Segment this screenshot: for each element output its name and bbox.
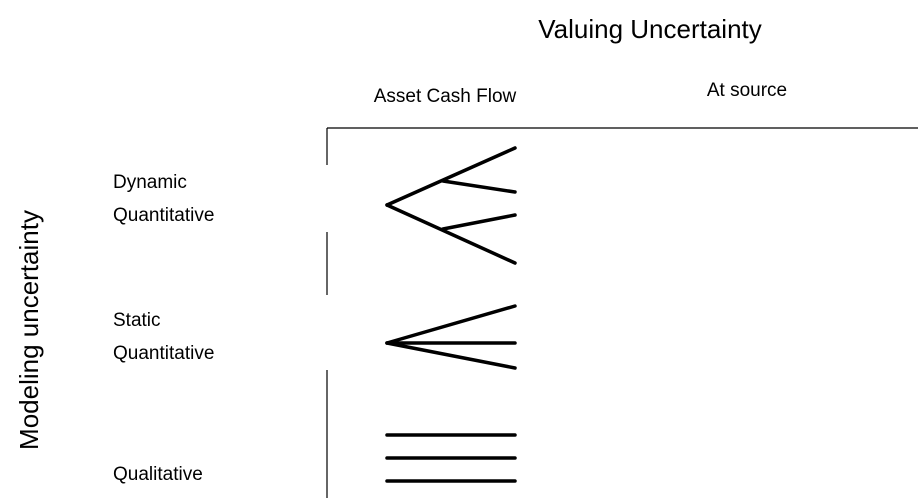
fan-icon (385, 304, 517, 370)
row-label: Static (113, 310, 161, 331)
row-label: Qualitative (113, 464, 203, 485)
row-label: Quantitative (113, 205, 214, 226)
title: Valuing Uncertainty (538, 14, 762, 44)
row-label: Quantitative (113, 343, 214, 364)
row-axis-label: Modeling uncertainty (14, 210, 44, 450)
frame (326, 127, 918, 498)
parallel-icon (385, 433, 517, 483)
column-label: Asset Cash Flow (374, 86, 517, 107)
tree-icon (385, 146, 517, 265)
column-label: At source (707, 80, 787, 101)
row-label: Dynamic (113, 172, 187, 193)
